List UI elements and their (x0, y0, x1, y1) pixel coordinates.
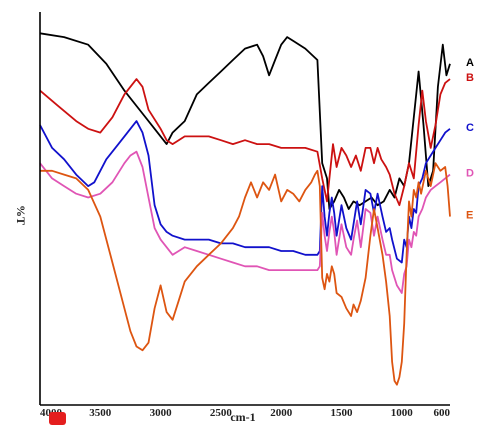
series-labels: AB C D E (466, 57, 474, 222)
x-tick-label: 3500 (89, 407, 112, 419)
x-tick-label: 2500 (210, 407, 233, 419)
x-tick-label: 1000 (391, 407, 414, 419)
series-label-b: B (466, 72, 474, 84)
y-axis-title: %T (14, 205, 28, 225)
series-label-c: C (466, 122, 474, 134)
x-tick-label: 2000 (270, 407, 293, 419)
series-label-d: D (466, 168, 474, 180)
x-tick-label: 1500 (331, 407, 354, 419)
x-tick-label: 600 (434, 407, 451, 419)
series-label-a: A (466, 57, 474, 69)
x-axis-title: cm-1 (230, 410, 255, 424)
red-marker-icon (49, 412, 66, 425)
x-tick-label: 3000 (150, 407, 173, 419)
series-line-a (39, 32, 451, 210)
plot-area (39, 32, 451, 386)
series-line-b (39, 78, 451, 207)
series-line-e (40, 162, 451, 386)
series-label-e: E (466, 210, 473, 222)
series-line-d (39, 150, 451, 294)
